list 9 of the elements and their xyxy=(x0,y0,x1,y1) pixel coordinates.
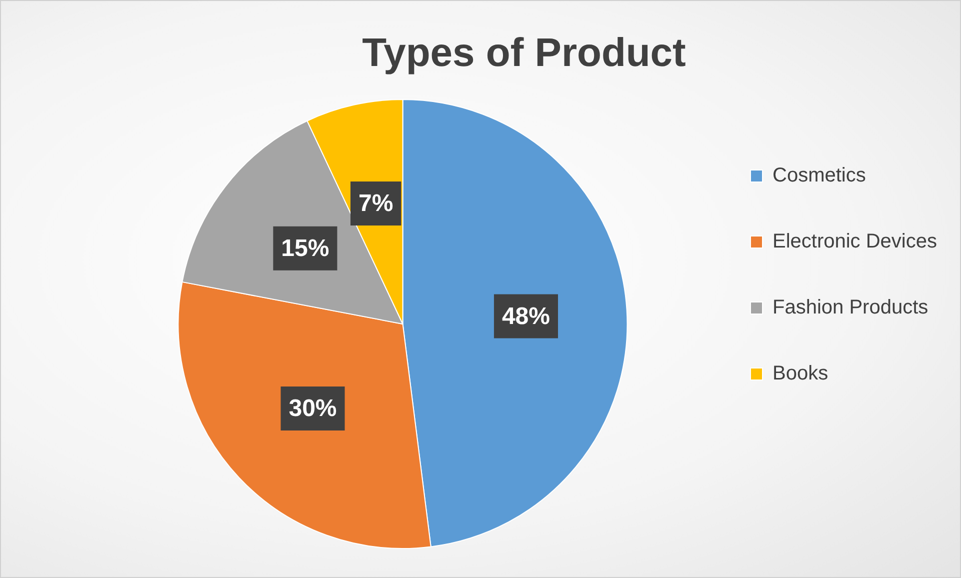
chart-title: Types of Product xyxy=(362,31,686,76)
data-label: 15% xyxy=(281,234,330,262)
data-label: 48% xyxy=(502,302,550,330)
legend-label: Electronic Devices xyxy=(772,230,938,253)
legend-label: Books xyxy=(772,362,828,385)
legend-label: Cosmetics xyxy=(772,164,866,187)
data-label: 7% xyxy=(358,190,394,218)
data-label: 30% xyxy=(288,395,337,422)
legend-label: Fashion Products xyxy=(772,296,928,319)
